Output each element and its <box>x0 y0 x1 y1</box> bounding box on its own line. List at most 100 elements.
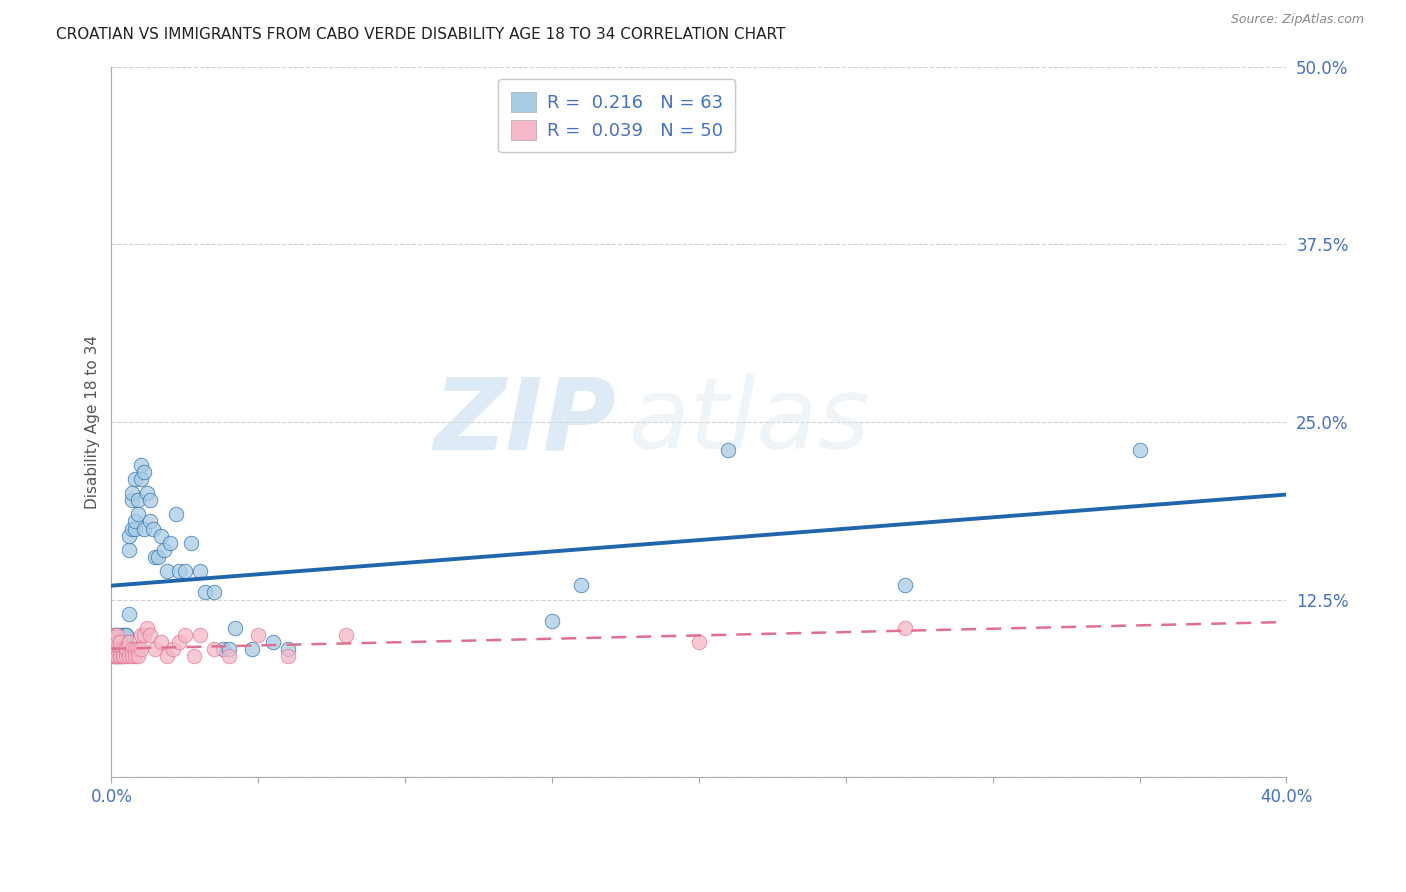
Point <box>1129 443 1152 458</box>
Point <box>124 649 146 664</box>
Point <box>127 493 149 508</box>
Point <box>105 628 128 642</box>
Point <box>105 635 128 649</box>
Point <box>127 642 149 657</box>
Point <box>115 628 138 642</box>
Point <box>262 635 284 649</box>
Point <box>103 649 125 664</box>
Point <box>132 521 155 535</box>
Point <box>121 486 143 500</box>
Point <box>103 642 125 657</box>
Point <box>118 528 141 542</box>
Point <box>148 549 170 564</box>
Point <box>124 472 146 486</box>
Point <box>115 649 138 664</box>
Point <box>112 642 135 657</box>
Point <box>145 549 167 564</box>
Point <box>115 628 138 642</box>
Point <box>103 635 125 649</box>
Point <box>132 628 155 642</box>
Point <box>112 635 135 649</box>
Point <box>224 621 246 635</box>
Point <box>277 649 299 664</box>
Point <box>167 635 190 649</box>
Point <box>141 521 163 535</box>
Point <box>138 628 160 642</box>
Point <box>110 642 132 657</box>
Point <box>112 628 135 642</box>
Point <box>118 649 141 664</box>
Y-axis label: Disability Age 18 to 34: Disability Age 18 to 34 <box>86 334 100 509</box>
Point <box>129 472 152 486</box>
Point <box>173 628 195 642</box>
Point <box>135 621 157 635</box>
Point <box>129 628 152 642</box>
Point <box>110 628 132 642</box>
Point <box>153 542 176 557</box>
Point <box>121 493 143 508</box>
Point <box>156 564 179 578</box>
Point <box>145 642 167 657</box>
Point <box>105 635 128 649</box>
Text: CROATIAN VS IMMIGRANTS FROM CABO VERDE DISABILITY AGE 18 TO 34 CORRELATION CHART: CROATIAN VS IMMIGRANTS FROM CABO VERDE D… <box>56 27 786 42</box>
Point <box>717 443 740 458</box>
Point <box>188 564 211 578</box>
Point <box>277 642 299 657</box>
Point <box>105 649 128 664</box>
Point <box>218 649 240 664</box>
Point <box>124 515 146 529</box>
Point <box>218 642 240 657</box>
Point <box>135 486 157 500</box>
Point <box>115 642 138 657</box>
Point <box>688 635 710 649</box>
Point <box>150 528 173 542</box>
Point <box>242 642 264 657</box>
Point <box>212 642 235 657</box>
Point <box>103 649 125 664</box>
Point <box>121 649 143 664</box>
Point <box>132 465 155 479</box>
Point <box>188 628 211 642</box>
Point <box>103 628 125 642</box>
Point <box>105 642 128 657</box>
Point <box>110 642 132 657</box>
Point <box>183 649 205 664</box>
Point <box>110 649 132 664</box>
Point <box>105 649 128 664</box>
Point <box>103 642 125 657</box>
Point <box>115 642 138 657</box>
Point <box>112 649 135 664</box>
Point <box>118 542 141 557</box>
Point <box>541 614 564 628</box>
Point <box>247 628 270 642</box>
Point <box>167 564 190 578</box>
Point <box>118 635 141 649</box>
Point <box>115 635 138 649</box>
Point <box>105 628 128 642</box>
Point <box>156 649 179 664</box>
Text: Source: ZipAtlas.com: Source: ZipAtlas.com <box>1230 13 1364 27</box>
Point <box>165 508 187 522</box>
Point <box>129 458 152 472</box>
Point <box>105 642 128 657</box>
Point <box>118 607 141 621</box>
Point <box>103 635 125 649</box>
Point <box>110 649 132 664</box>
Point <box>115 642 138 657</box>
Point <box>103 649 125 664</box>
Point <box>110 649 132 664</box>
Point <box>173 564 195 578</box>
Point <box>127 649 149 664</box>
Point <box>571 578 593 592</box>
Point <box>103 628 125 642</box>
Point <box>180 535 202 549</box>
Point <box>110 635 132 649</box>
Point <box>105 628 128 642</box>
Legend: R =  0.216   N = 63, R =  0.039   N = 50: R = 0.216 N = 63, R = 0.039 N = 50 <box>498 79 735 153</box>
Point <box>112 649 135 664</box>
Point <box>127 508 149 522</box>
Point <box>105 649 128 664</box>
Point <box>162 642 184 657</box>
Point <box>121 521 143 535</box>
Point <box>103 642 125 657</box>
